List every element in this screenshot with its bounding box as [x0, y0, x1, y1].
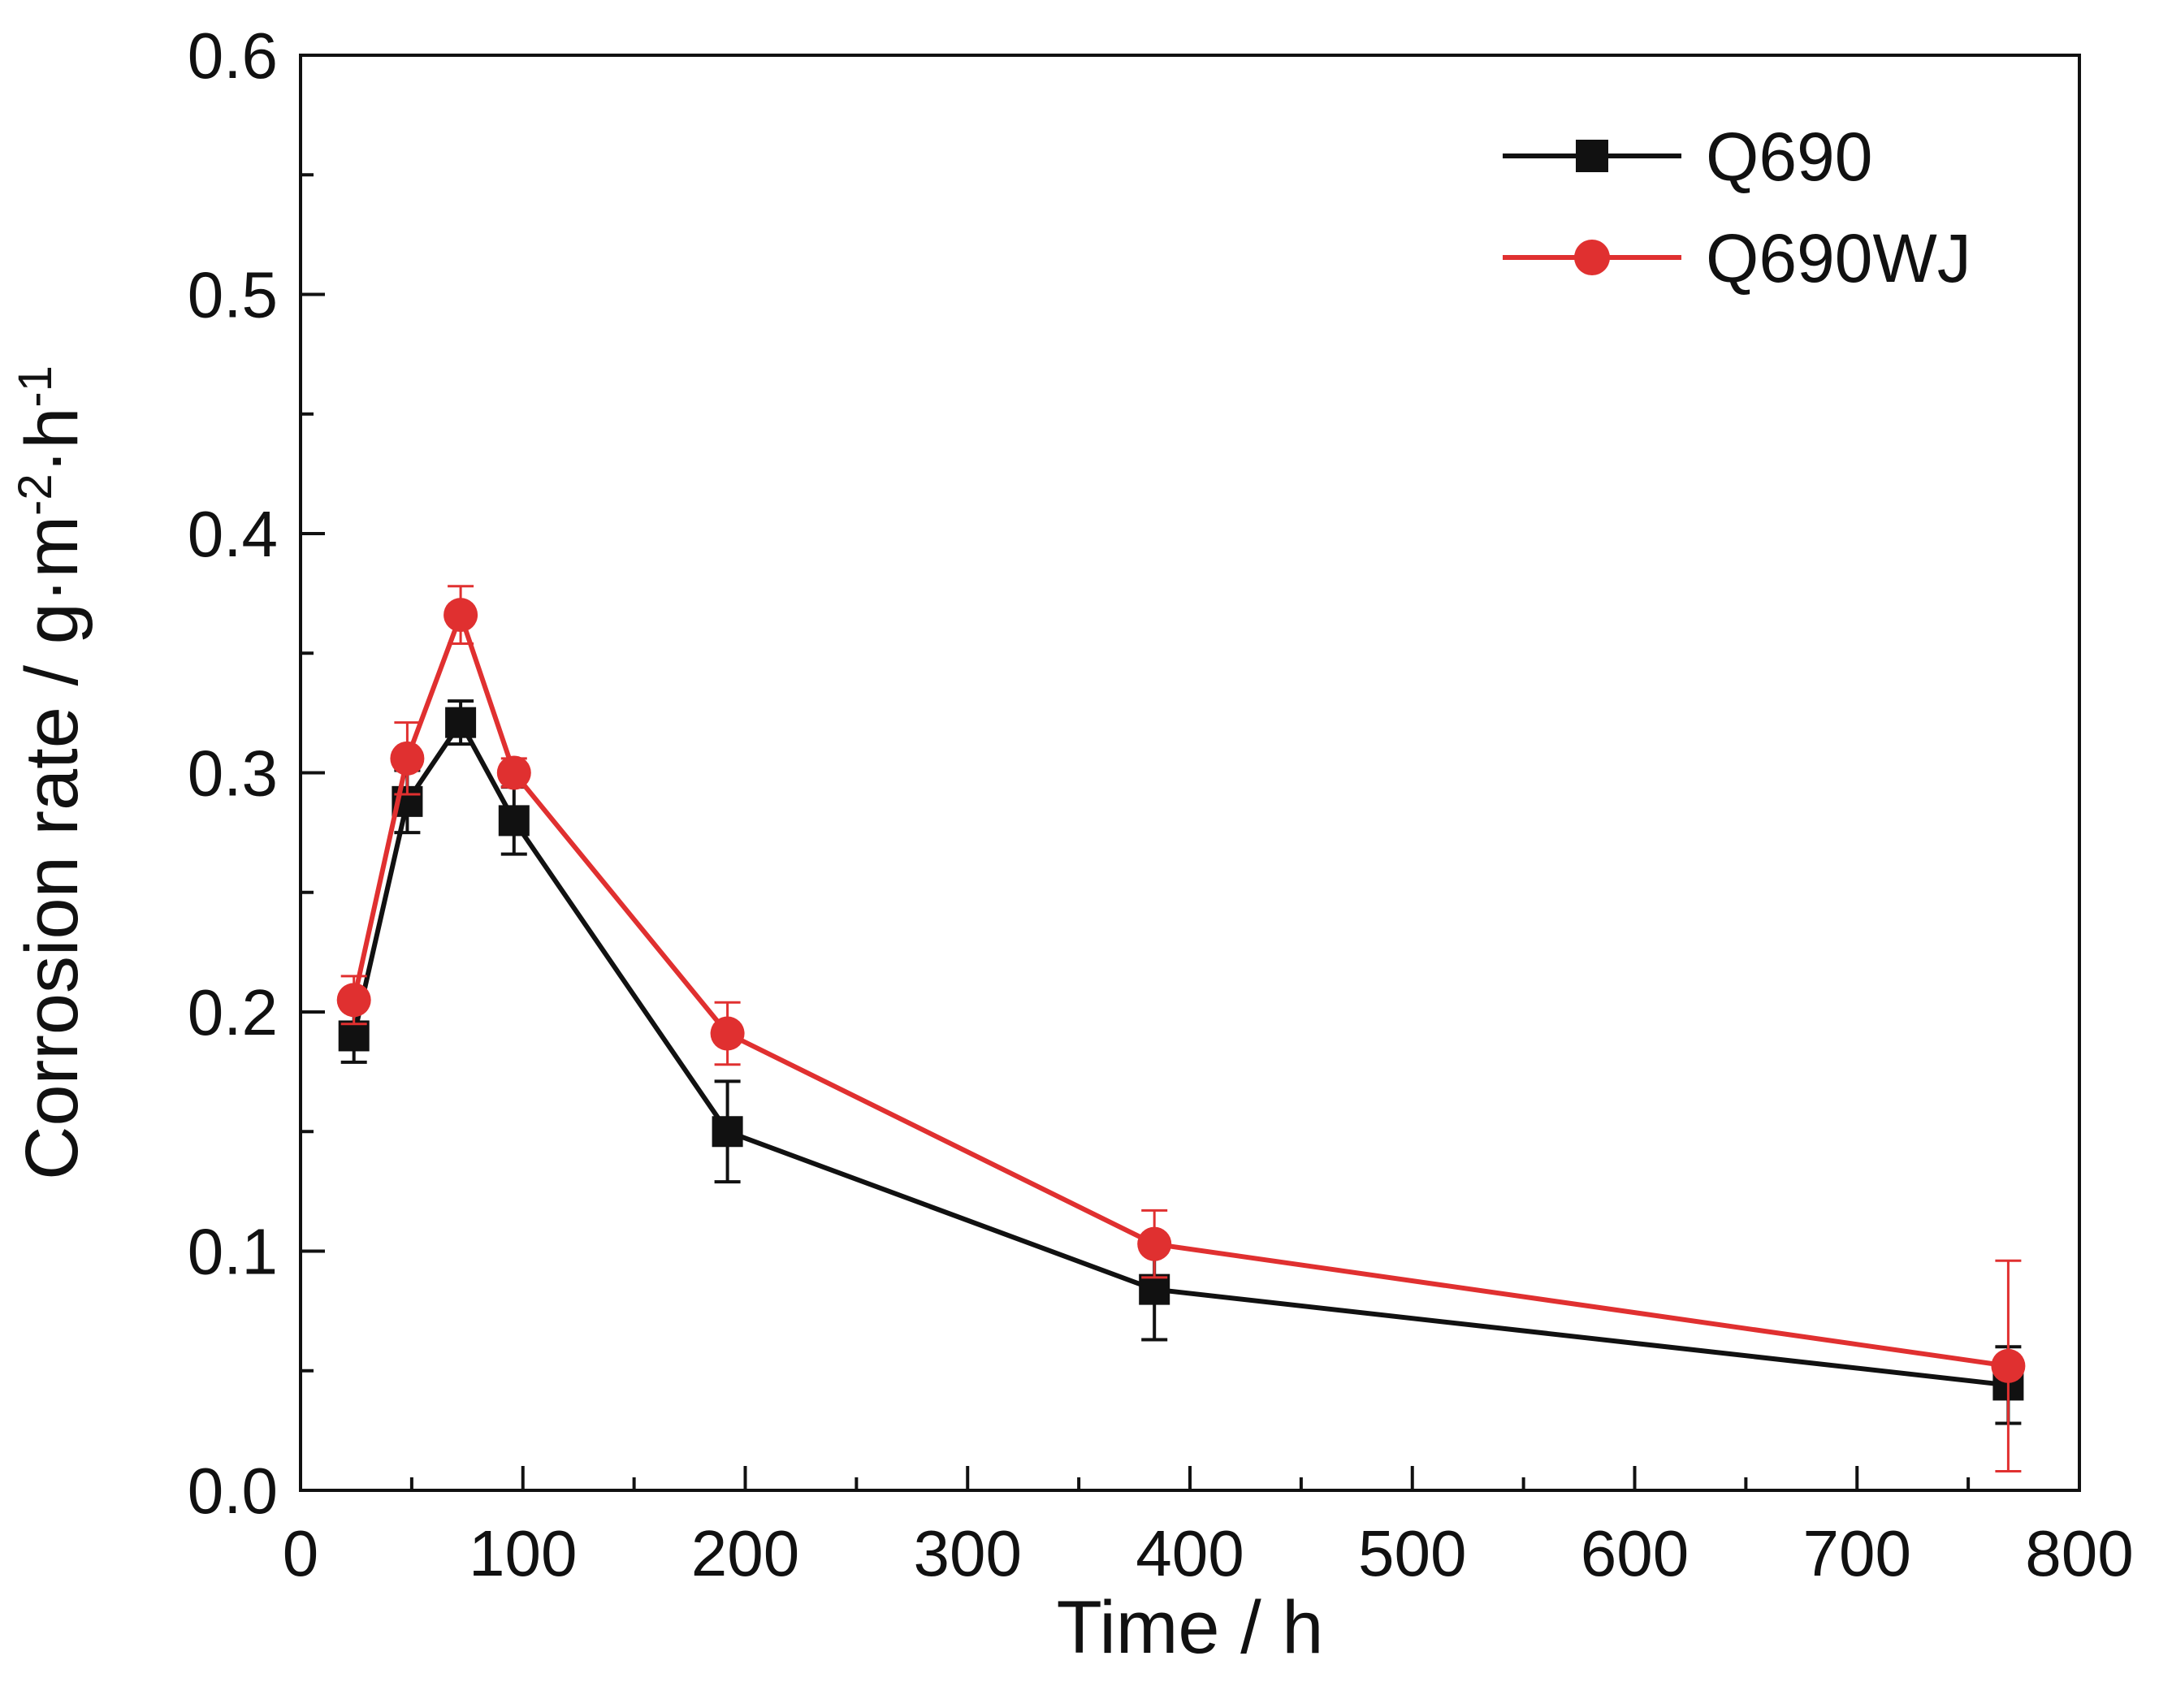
data-point-square: [499, 805, 530, 836]
series-line: [354, 723, 2009, 1386]
series-Q690: [339, 701, 2024, 1423]
y-tick-label: 0.4: [188, 498, 278, 570]
x-tick-label: 500: [1358, 1517, 1466, 1589]
y-axis-title: Corrosion rate / g·m-2·h-1: [9, 365, 94, 1180]
x-tick-label: 100: [469, 1517, 577, 1589]
x-tick-label: 600: [1581, 1517, 1689, 1589]
data-point-circle: [443, 598, 478, 632]
x-axis-title: Time / h: [1057, 1586, 1324, 1669]
series-Q690WJ: [337, 586, 2026, 1472]
y-tick-label: 0.2: [188, 976, 278, 1049]
legend-item-Q690: Q690: [1503, 119, 1873, 195]
data-point-circle: [1991, 1349, 2025, 1383]
corrosion-rate-chart: 0 100 200 300 400 500 600 700 800 0.0 0.1 0.2 0.3 0.4…: [0, 0, 2159, 1708]
x-tick-label: 300: [914, 1517, 1022, 1589]
y-tick-label: 0.6: [188, 19, 278, 92]
data-point-circle: [390, 742, 424, 776]
data-point-square: [445, 707, 476, 738]
x-tick-label: 800: [2025, 1517, 2133, 1589]
y-axis-title-part: ·h: [11, 408, 93, 474]
data-point-circle: [497, 756, 531, 790]
y-axis-title-part: Corrosion rate / g·m: [11, 516, 93, 1180]
legend-label: Q690WJ: [1706, 220, 1971, 296]
x-tick-label: 700: [1803, 1517, 1911, 1589]
legend-label: Q690: [1706, 119, 1873, 195]
y-tick-label: 0.1: [188, 1216, 278, 1288]
x-tick-label: 400: [1136, 1517, 1244, 1589]
legend-square-marker: [1576, 140, 1608, 172]
data-point-circle: [337, 983, 371, 1017]
legend-item-Q690WJ: Q690WJ: [1503, 220, 1971, 296]
y-tick-label: 0.5: [188, 259, 278, 331]
x-tick-label: 0: [283, 1517, 319, 1589]
y-axis-title-superscript: -1: [9, 365, 62, 408]
y-tick-label: 0.3: [188, 737, 278, 810]
x-tick-label: 200: [691, 1517, 799, 1589]
legend-circle-marker: [1574, 240, 1610, 275]
y-tick-label: 0.0: [188, 1455, 278, 1527]
data-point-circle: [1137, 1227, 1171, 1261]
legend: Q690 Q690WJ: [1503, 119, 1971, 296]
y-axis-title-superscript: -2: [9, 473, 62, 516]
series-line: [354, 615, 2009, 1366]
data-point-square: [712, 1116, 743, 1147]
data-point-circle: [711, 1017, 745, 1051]
plot-area: [337, 586, 2026, 1472]
